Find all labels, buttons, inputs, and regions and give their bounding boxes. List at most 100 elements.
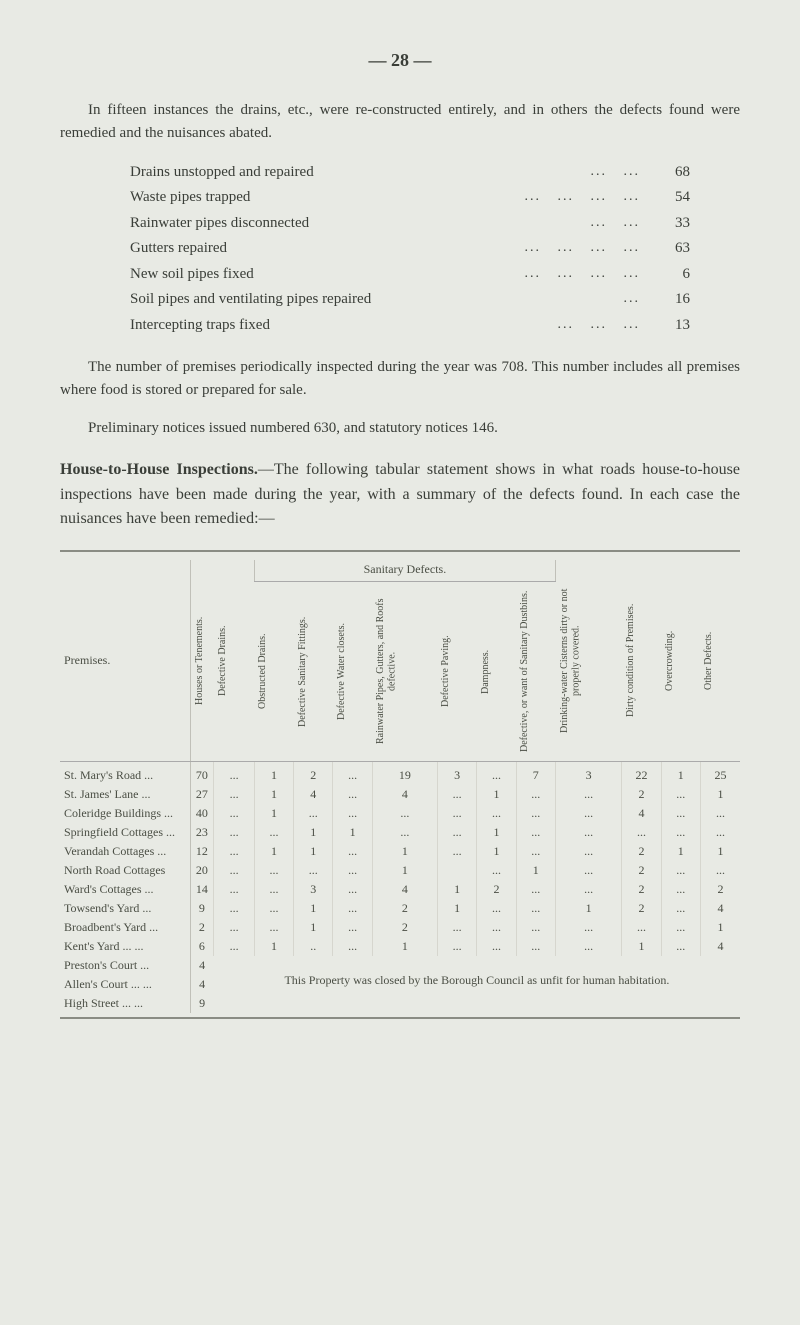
value-cell: 22 — [622, 762, 661, 786]
premises-cell: Verandah Cottages ... — [60, 842, 190, 861]
value-cell: ... — [477, 899, 516, 918]
ellipsis-icon: ... ... — [587, 211, 651, 237]
value-cell: ... — [214, 880, 254, 899]
col-houses: Houses or Tenements. — [190, 560, 214, 762]
value-cell: ... — [437, 918, 476, 937]
stat-value: 6 — [650, 262, 690, 288]
value-cell: ... — [214, 899, 254, 918]
value-cell: 1 — [700, 785, 740, 804]
value-cell: ... — [477, 861, 516, 880]
value-cell: 1 — [372, 937, 437, 956]
value-cell: ... — [661, 899, 700, 918]
stat-row: Waste pipes trapped... ... ... ...54 — [130, 185, 690, 211]
value-cell: 27 — [190, 785, 214, 804]
value-cell: 70 — [190, 762, 214, 786]
value-cell: ... — [294, 804, 333, 823]
col-sanitary-fittings: Defective Sanitary Fittings. — [294, 582, 333, 762]
stat-row: Soil pipes and ventilating pipes repaire… — [130, 287, 690, 313]
table-row: St. Mary's Road ...70...12...193...73221… — [60, 762, 740, 786]
value-cell: ... — [437, 804, 476, 823]
value-cell: ... — [333, 842, 372, 861]
stat-row: Drains unstopped and repaired... ...68 — [130, 160, 690, 186]
defects-table: Premises. Houses or Tenements. Defective… — [60, 560, 740, 1013]
col-paving: Defective Paving. — [437, 582, 476, 762]
value-cell: ... — [555, 823, 621, 842]
value-cell: ... — [214, 762, 254, 786]
premises-cell: Kent's Yard ... ... — [60, 937, 190, 956]
value-cell: ... — [516, 823, 555, 842]
value-cell: ... — [333, 861, 372, 880]
col-water-closets: Defective Water closets. — [333, 582, 372, 762]
value-cell: ... — [477, 937, 516, 956]
ellipsis-icon: ... ... ... — [554, 313, 651, 339]
value-cell: 6 — [190, 937, 214, 956]
paragraph-1-text: In fifteen instances the drains, etc., w… — [60, 102, 740, 141]
stat-label: Drains unstopped and repaired — [130, 160, 587, 186]
premises-cell: Springfield Cottages ... — [60, 823, 190, 842]
value-cell: ... — [555, 842, 621, 861]
value-cell: ... — [661, 937, 700, 956]
value-cell: ... — [333, 785, 372, 804]
col-rainwater: Rainwater Pipes, Gutters, and Roofs defe… — [372, 582, 437, 762]
paragraph-1: In fifteen instances the drains, etc., w… — [60, 99, 740, 146]
value-cell: ... — [555, 804, 621, 823]
paragraph-2-text: The number of premises periodically insp… — [60, 359, 740, 398]
value-cell: 2 — [622, 785, 661, 804]
value-cell: 1 — [254, 785, 293, 804]
value-cell: 7 — [516, 762, 555, 786]
value-cell: ... — [254, 823, 293, 842]
value-cell: 4 — [700, 937, 740, 956]
ellipsis-icon: ... ... ... ... — [521, 236, 651, 262]
value-cell: 1 — [661, 762, 700, 786]
premises-cell: St. Mary's Road ... — [60, 762, 190, 786]
value-cell: ... — [254, 861, 293, 880]
value-cell: 1 — [372, 861, 437, 880]
value-cell: ... — [661, 785, 700, 804]
value-cell: 4 — [622, 804, 661, 823]
ellipsis-icon: ... — [620, 287, 651, 313]
value-cell: ... — [516, 880, 555, 899]
value-cell: 1 — [372, 842, 437, 861]
value-cell: 1 — [294, 842, 333, 861]
premises-cell: St. James' Lane ... — [60, 785, 190, 804]
premises-cell: High Street ... ... — [60, 994, 190, 1013]
value-cell: 25 — [700, 762, 740, 786]
col-other-defects: Other Defects. — [700, 560, 740, 762]
paragraph-2: The number of premises periodically insp… — [60, 356, 740, 403]
value-cell: 12 — [190, 842, 214, 861]
table-row: Ward's Cottages ...14......3...412......… — [60, 880, 740, 899]
value-cell: 4 — [190, 956, 214, 975]
value-cell: ... — [294, 861, 333, 880]
value-cell: 1 — [294, 823, 333, 842]
value-cell: ... — [622, 918, 661, 937]
premises-cell: Broadbent's Yard ... — [60, 918, 190, 937]
stat-value: 33 — [650, 211, 690, 237]
footnote-cell: This Property was closed by the Borough … — [214, 956, 740, 1013]
premises-cell: Ward's Cottages ... — [60, 880, 190, 899]
value-cell: ... — [700, 823, 740, 842]
table-row: Springfield Cottages ...23......11......… — [60, 823, 740, 842]
value-cell: ... — [555, 861, 621, 880]
table-row: Broadbent's Yard ...2......1...2........… — [60, 918, 740, 937]
col-dampness: Dampness. — [477, 582, 516, 762]
table-row: Preston's Court ...4This Property was cl… — [60, 956, 740, 975]
value-cell: 3 — [437, 762, 476, 786]
value-cell: 19 — [372, 762, 437, 786]
value-cell: ... — [333, 804, 372, 823]
col-obstructed-drains: Obstructed Drains. — [254, 582, 293, 762]
stat-row: Intercepting traps fixed... ... ...13 — [130, 313, 690, 339]
premises-cell: Towsend's Yard ... — [60, 899, 190, 918]
value-cell: ... — [477, 762, 516, 786]
value-cell: 2 — [622, 861, 661, 880]
section-heading-bold: House-to-House Inspections. — [60, 461, 258, 478]
col-dustbins: Defective, or want of Sanitary Dustbins. — [516, 582, 555, 762]
value-cell: 2 — [622, 899, 661, 918]
value-cell: 2 — [622, 880, 661, 899]
value-cell: 2 — [700, 880, 740, 899]
value-cell: ... — [333, 762, 372, 786]
value-cell: ... — [661, 880, 700, 899]
value-cell: 1 — [555, 899, 621, 918]
ellipsis-icon: ... ... ... ... — [521, 185, 651, 211]
value-cell: ... — [333, 937, 372, 956]
value-cell: ... — [372, 823, 437, 842]
